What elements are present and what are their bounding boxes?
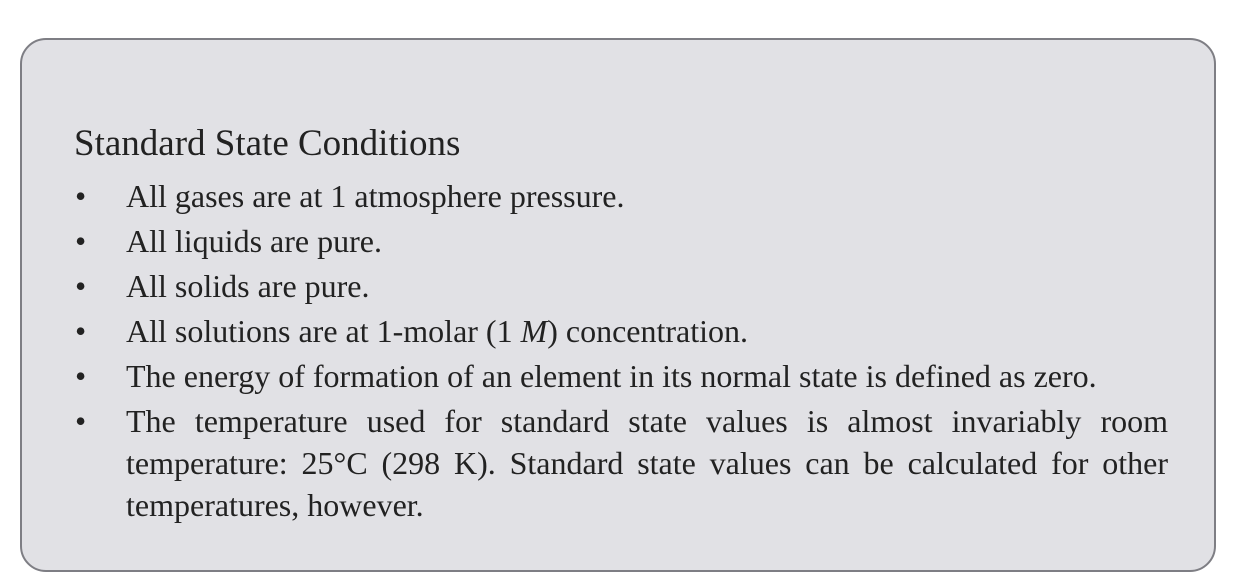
panel-title: Standard State Conditions [74,123,461,164]
bullet-icon: • [75,178,87,214]
list-item: • The temperature used for standard stat… [74,400,1168,526]
list-item: • All liquids are pure. [74,220,1168,262]
molarity-symbol: M [520,313,548,349]
conditions-list: • All gases are at 1 atmosphere pressure… [74,175,1168,526]
list-item-text-after: ) concentration. [547,313,749,349]
list-item: • All solids are pure. [74,265,1168,307]
list-item-text: The temperature used for standard state … [126,403,1168,523]
list-item-text: The energy of formation of an element in… [126,358,1097,394]
bullet-icon: • [75,403,87,439]
list-item: • All solutions are at 1-molar (1 M) con… [74,310,1168,352]
list-item: • The energy of formation of an element … [74,355,1168,397]
bullet-icon: • [75,313,87,349]
bullet-icon: • [75,358,87,394]
bullet-icon: • [75,268,87,304]
bullet-icon: • [75,223,87,259]
standard-state-panel: Standard State Conditions • All gases ar… [20,38,1216,572]
list-item-text: All gases are at 1 atmosphere pressure. [126,178,625,214]
list-item-text-before: All solutions are at 1-molar (1 [126,313,521,349]
list-item: • All gases are at 1 atmosphere pressure… [74,175,1168,217]
list-item-text: All solutions are at 1-molar (1 M) conce… [126,313,748,349]
list-item-text: All solids are pure. [126,268,370,304]
list-item-text: All liquids are pure. [126,223,382,259]
